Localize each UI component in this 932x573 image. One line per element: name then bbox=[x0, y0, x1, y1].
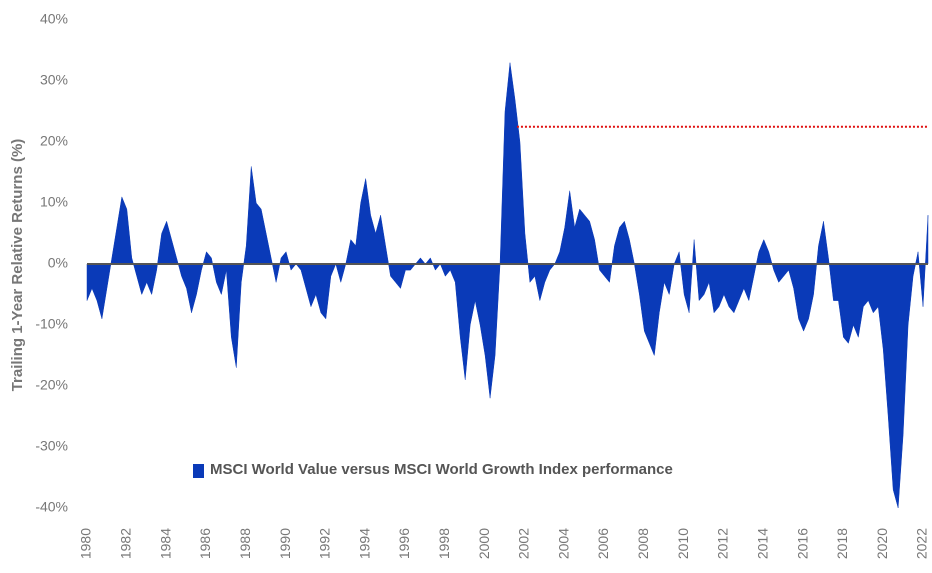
y-tick-label: 40% bbox=[40, 11, 68, 27]
x-tick-label: 2022 bbox=[914, 528, 930, 559]
y-tick-label: 30% bbox=[40, 72, 68, 88]
x-tick-label: 1986 bbox=[197, 528, 213, 559]
y-axis-label: Trailing 1-Year Relative Returns (%) bbox=[9, 139, 26, 392]
x-tick-label: 1998 bbox=[436, 528, 452, 559]
y-tick-label: 0% bbox=[48, 255, 68, 271]
y-tick-label: 10% bbox=[40, 194, 68, 210]
x-tick-label: 1982 bbox=[118, 528, 134, 559]
x-tick-label: 2010 bbox=[675, 528, 691, 559]
y-tick-label: -40% bbox=[35, 499, 68, 515]
x-tick-label: 2014 bbox=[754, 528, 770, 559]
y-tick-label: -20% bbox=[35, 377, 68, 393]
legend-swatch bbox=[193, 464, 204, 478]
area bbox=[86, 62, 929, 509]
y-tick-label: 20% bbox=[40, 133, 68, 149]
x-tick-label: 2018 bbox=[834, 528, 850, 559]
x-tick-label: 2008 bbox=[635, 528, 651, 559]
x-tick-label: 2002 bbox=[516, 528, 532, 559]
x-tick-label: 1988 bbox=[237, 528, 253, 559]
x-tick-label: 2020 bbox=[874, 528, 890, 559]
x-tick-label: 2012 bbox=[715, 528, 731, 559]
y-tick-label: -30% bbox=[35, 438, 68, 454]
x-tick-label: 1994 bbox=[356, 528, 372, 559]
x-tick-label: 2006 bbox=[595, 528, 611, 559]
x-tick-label: 1990 bbox=[277, 528, 293, 559]
x-tick-label: 2004 bbox=[555, 528, 571, 559]
legend-label: MSCI World Value versus MSCI World Growt… bbox=[210, 461, 673, 478]
x-tick-label: 2000 bbox=[476, 528, 492, 559]
x-tick-label: 1984 bbox=[157, 528, 173, 559]
x-tick-label: 1996 bbox=[396, 528, 412, 559]
x-tick-label: 1980 bbox=[78, 528, 94, 559]
x-tick-label: 1992 bbox=[317, 528, 333, 559]
y-tick-label: -10% bbox=[35, 316, 68, 332]
x-tick-label: 2016 bbox=[794, 528, 810, 559]
